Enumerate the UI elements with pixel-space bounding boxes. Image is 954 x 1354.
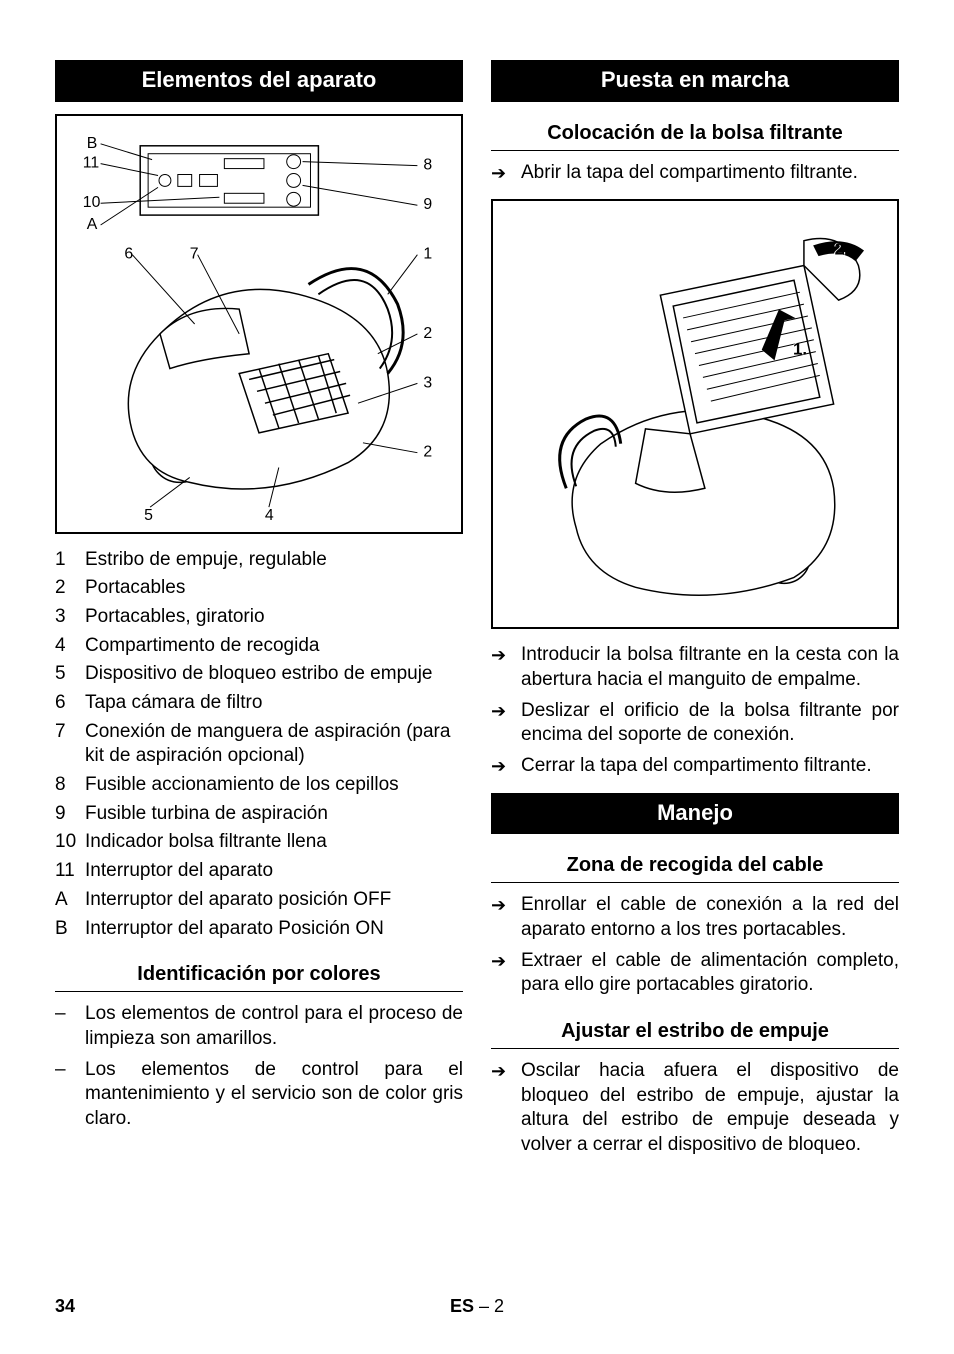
arrow-row: ➔Enrollar el cable de conexión a la red … — [491, 893, 899, 942]
footer-dash: – — [479, 1296, 489, 1316]
arrow-row: ➔Deslizar el orificio de la bolsa filtra… — [491, 699, 899, 748]
subheading-estribo: Ajustar el estribo de empuje — [491, 1012, 899, 1049]
lbl-A: A — [87, 216, 98, 233]
parts-row: 3Portacables, giratorio — [55, 605, 463, 630]
parts-row: 7Conexión de manguera de aspiración (par… — [55, 720, 463, 769]
subheading-colores: Identificación por colores — [55, 955, 463, 992]
parts-row: 9Fusible turbina de aspiración — [55, 802, 463, 827]
arrow-icon: ➔ — [491, 755, 521, 780]
arrow-list-4: ➔Oscilar hacia afuera el dispositivo de … — [491, 1059, 899, 1158]
arrow-icon: ➔ — [491, 162, 521, 187]
arrow-row: ➔Oscilar hacia afuera el dispositivo de … — [491, 1059, 899, 1158]
page-footer: 34 ES – 2 — [55, 1295, 899, 1318]
filter-bag-svg: 1. 1. 2. 2. — [503, 211, 887, 617]
footer-page-left: 34 — [55, 1295, 75, 1318]
lbl-11: 11 — [83, 154, 100, 171]
heading-elementos: Elementos del aparato — [55, 60, 463, 102]
parts-row: 6Tapa cámara de filtro — [55, 691, 463, 716]
arrow-list-2: ➔Introducir la bolsa filtrante en la ces… — [491, 643, 899, 778]
parts-row: 5Dispositivo de bloqueo estribo de empuj… — [55, 662, 463, 687]
device-diagram-svg: B 11 10 A 6 7 8 9 1 2 3 2 5 4 — [67, 126, 451, 522]
dash-row: –Los elementos de control para el proces… — [55, 1002, 463, 1051]
parts-row: BInterruptor del aparato Posición ON — [55, 917, 463, 942]
arrow-icon: ➔ — [491, 1060, 521, 1159]
footer-seq: 2 — [494, 1296, 504, 1316]
footer-center: ES – 2 — [450, 1295, 504, 1318]
lbl-10: 10 — [83, 194, 101, 211]
arrow-icon: ➔ — [491, 700, 521, 749]
parts-row: 11Interruptor del aparato — [55, 859, 463, 884]
arrow-icon: ➔ — [491, 644, 521, 693]
arrow-row: ➔Cerrar la tapa del compartimento filtra… — [491, 754, 899, 779]
lbl-7: 7 — [190, 245, 199, 262]
parts-row: 8Fusible accionamiento de los cepillos — [55, 773, 463, 798]
left-column: Elementos del aparato — [55, 60, 463, 1172]
parts-row: AInterruptor del aparato posición OFF — [55, 888, 463, 913]
dash-row: –Los elementos de control para el manten… — [55, 1058, 463, 1132]
lbl-2b: 2 — [423, 443, 432, 460]
lbl-8: 8 — [423, 156, 432, 173]
arrow-list-1: ➔Abrir la tapa del compartimento filtran… — [491, 161, 899, 186]
lbl-6: 6 — [124, 245, 133, 262]
svg-text:2.: 2. — [835, 240, 849, 259]
parts-row: 10Indicador bolsa filtrante llena — [55, 830, 463, 855]
figure-filter-bag: 1. 1. 2. 2. — [491, 199, 899, 629]
arrow-row: ➔Extraer el cable de alimentación comple… — [491, 949, 899, 998]
arrow-row: ➔Abrir la tapa del compartimento filtran… — [491, 161, 899, 186]
lbl-9: 9 — [423, 196, 432, 213]
dash-list-colores: –Los elementos de control para el proces… — [55, 1002, 463, 1131]
arrow-icon: ➔ — [491, 894, 521, 943]
lbl-3: 3 — [423, 374, 432, 391]
parts-row: 1Estribo de empuje, regulable — [55, 548, 463, 573]
heading-puesta: Puesta en marcha — [491, 60, 899, 102]
footer-lang: ES — [450, 1296, 474, 1316]
arrow-row: ➔Introducir la bolsa filtrante en la ces… — [491, 643, 899, 692]
figure-device-overview: B 11 10 A 6 7 8 9 1 2 3 2 5 4 — [55, 114, 463, 534]
right-column: Puesta en marcha Colocación de la bolsa … — [491, 60, 899, 1172]
lbl-1: 1 — [423, 245, 432, 262]
lbl-2a: 2 — [423, 324, 432, 341]
heading-manejo: Manejo — [491, 793, 899, 835]
arrow-icon: ➔ — [491, 950, 521, 999]
lbl-4: 4 — [265, 507, 274, 522]
svg-text:1.: 1. — [793, 340, 807, 359]
subheading-bolsa: Colocación de la bolsa filtrante — [491, 114, 899, 151]
lbl-5: 5 — [144, 507, 153, 522]
subheading-cable: Zona de recogida del cable — [491, 846, 899, 883]
two-column-layout: Elementos del aparato — [55, 60, 899, 1172]
lbl-B: B — [87, 134, 98, 151]
parts-row: 4Compartimento de recogida — [55, 634, 463, 659]
parts-row: 2Portacables — [55, 576, 463, 601]
parts-list: 1Estribo de empuje, regulable 2Portacabl… — [55, 548, 463, 942]
arrow-list-3: ➔Enrollar el cable de conexión a la red … — [491, 893, 899, 998]
